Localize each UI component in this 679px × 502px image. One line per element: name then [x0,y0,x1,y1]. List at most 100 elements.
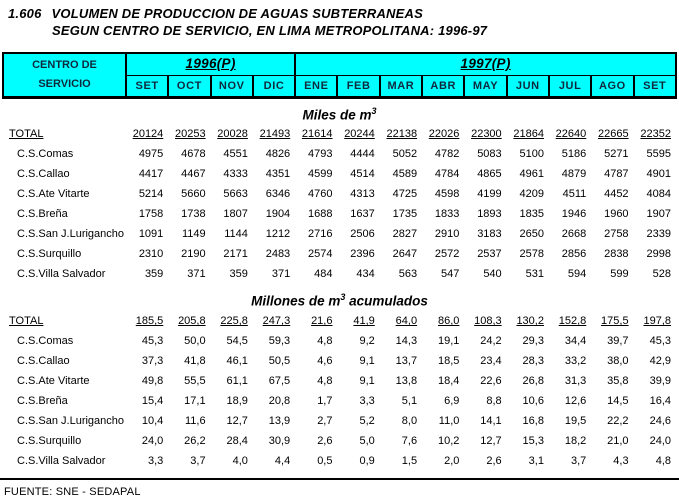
row-label: C.S.Comas [17,335,74,347]
data-cell: 108,3 [474,315,502,327]
data-cell: 16,4 [649,395,671,407]
row-label: C.S.Surquillo [17,248,82,260]
data-cell: 11,0 [438,415,460,427]
data-cell: 4782 [434,148,460,160]
data-cell: 67,5 [268,375,291,387]
table-row: C.S.Callao 4417 4467 4333 4351 4599 4514 4589 47… [3,164,676,184]
source-note: FUENTE: SNE - SEDAPAL [4,486,141,498]
data-cell: 4,4 [274,455,291,467]
data-cell: 0,9 [359,455,375,467]
data-cell: 1893 [477,208,502,220]
data-cell: 8,0 [401,415,418,427]
data-cell: 5,1 [401,395,418,407]
data-cell: 4511 [562,188,587,200]
data-cell: 17,1 [184,395,206,407]
data-cell: 22640 [555,128,587,140]
column-group-year: 1997(P) [294,52,677,76]
table-row: C.S.Surquillo 24,0 26,2 28,4 30,9 2,6 5,0 7,6 10… [3,431,676,451]
data-cell: 64,0 [395,315,418,327]
year-label: 1997(P) [460,56,511,72]
data-cell: 9,1 [359,375,375,387]
data-cell: 11,6 [185,415,206,427]
table-row: C.S.Villa Salvador 359 371 359 371 484 434 563 5… [3,264,676,284]
table-row: C.S.Ate Vitarte 49,8 55,5 61,1 67,5 4,8 9,1 13,… [3,371,676,391]
data-cell: 5,0 [359,435,375,447]
data-cell: 2838 [604,248,629,260]
data-cell: 4589 [392,168,418,180]
row-label: C.S.Ate Vitarte [17,375,90,387]
column-header-month: MAY [463,74,508,99]
data-cell: 13,9 [268,415,291,427]
data-cell: 2578 [519,248,544,260]
row-label: C.S.Villa Salvador [17,455,106,467]
data-cell: 2171 [223,248,248,260]
data-cell: 38,0 [607,355,629,367]
data-cell: 24,2 [480,335,502,347]
data-cell: 10,4 [141,415,164,427]
data-cell: 2506 [350,228,375,240]
data-cell: 61,1 [226,375,248,387]
data-cell: 20124 [132,128,164,140]
data-cell: 24,0 [649,435,671,447]
data-cell: 371 [271,268,291,280]
data-cell: 1,7 [317,395,333,407]
data-cell: 26,8 [522,375,544,387]
data-cell: 3,7 [190,455,206,467]
section-heading-row: Millones de m3 acumulados [3,284,676,311]
data-cell: 3,7 [570,455,587,467]
row-label: C.S.Comas [17,148,74,160]
data-cell: 152,8 [558,315,587,327]
data-cell: 5,2 [359,415,375,427]
data-cell: 4678 [181,148,206,160]
data-cell: 20253 [175,128,206,140]
column-header-month: NOV [209,74,254,99]
row-label: C.S.Callao [17,168,70,180]
table-row: C.S.Villa Salvador 3,3 3,7 4,0 4,4 0,5 0,9 1,5 2… [3,451,676,471]
data-cell: 50,0 [184,335,206,347]
data-cell: 55,5 [184,375,206,387]
data-cell: 6346 [265,188,291,200]
data-cell: 14,5 [607,395,629,407]
data-cell: 2396 [350,248,375,260]
data-cell: 6,9 [444,395,460,407]
data-cell: 4975 [138,148,164,160]
data-cell: 197,8 [643,315,671,327]
column-group-year: 1996(P) [124,52,297,76]
data-cell: 1946 [561,208,587,220]
data-cell: 371 [187,268,206,280]
data-cell: 2483 [265,248,291,260]
row-label: C.S.San J.Lurigancho [17,228,125,240]
data-cell: 2650 [519,228,544,240]
data-cell: 247,3 [262,315,291,327]
data-cell: 547 [441,268,460,280]
data-cell: 18,9 [226,395,248,407]
data-cell: 1,5 [401,455,418,467]
data-cell: 2716 [308,228,333,240]
data-cell: 2310 [138,248,164,260]
data-cell: 59,3 [268,335,291,347]
data-cell: 22352 [640,128,671,140]
data-cell: 4598 [434,188,460,200]
row-label: C.S.Callao [17,355,70,367]
data-cell: 4784 [434,168,460,180]
data-cell: 5214 [138,188,164,200]
data-cell: 30,9 [268,435,291,447]
column-header-month: SET [632,74,678,99]
data-cell: 45,3 [649,335,671,347]
data-cell: 1735 [392,208,418,220]
data-cell: 7,6 [401,435,418,447]
table-body: Miles de m3 TOTAL 20124 20253 20028 21493 2161… [3,97,676,471]
data-cell: 3183 [477,228,502,240]
data-cell: 54,5 [226,335,248,347]
data-cell: 24,0 [141,435,164,447]
data-cell: 1144 [224,228,248,240]
data-cell: 4879 [561,168,587,180]
data-cell: 2574 [308,248,333,260]
data-cell: 41,8 [184,355,206,367]
table-row: C.S.Callao 37,3 41,8 46,1 50,5 4,6 9,1 13,7 18,5… [3,351,676,371]
data-cell: 15,3 [522,435,544,447]
data-cell: 4514 [350,168,375,180]
corner-header-centro-de-servicio: CENTRO DE SERVICIO [2,52,127,99]
data-cell: 22300 [471,128,502,140]
